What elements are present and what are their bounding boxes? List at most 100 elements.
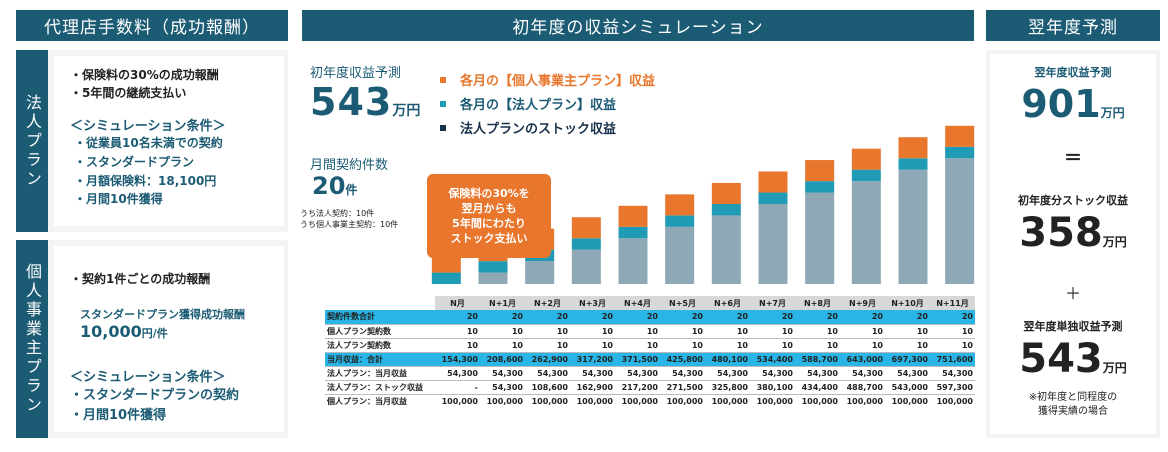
- table-cell: 20: [705, 310, 750, 324]
- bar-corporate-5: [665, 215, 695, 227]
- table-cell: 317,200: [570, 351, 615, 366]
- legend-individual: 各月の【個人事業主プラン】収益: [440, 70, 655, 89]
- bar-corporate-10: [898, 158, 928, 170]
- table-cell: 380,100: [750, 379, 795, 394]
- table-row-label: 当月収益：合計: [325, 351, 435, 366]
- table-header-corner: [325, 296, 435, 310]
- corporate-condition-1: ・従業員10名未満での契約: [74, 136, 223, 150]
- table-row: 個人プラン：当月収益 100,000 100,000 100,000 100,000 10…: [325, 393, 975, 408]
- bar-stock-4: [618, 238, 648, 284]
- corporate-plan-tab: 法人プラン: [16, 50, 48, 232]
- table-row: 契約件数合計 20 20 20 20 20 20 20 20 20 20 20 20: [325, 310, 975, 324]
- table-row-label: 法人プラン：当月収益: [325, 365, 435, 380]
- single-year-value: 543万円: [1019, 336, 1127, 382]
- table-row: 法人プラン：当月収益 54,300 54,300 54,300 54,300 54,300…: [325, 365, 975, 380]
- legend-stock: 法人プランのストック収益: [440, 118, 616, 137]
- corporate-line-2: ・5年間の継続支払い: [70, 86, 187, 100]
- table-cell: 10: [795, 337, 840, 352]
- bar-corporate-8: [805, 181, 835, 193]
- table-cell: 20: [795, 310, 840, 324]
- bar-individual-11: [945, 125, 975, 147]
- legend-individual-icon: [440, 76, 446, 83]
- bar-stock-11: [945, 158, 975, 284]
- individual-line-1: ・契約1件ごとの成功報酬: [70, 272, 211, 286]
- table-cell: 54,300: [615, 365, 660, 380]
- table-cell: 100,000: [480, 393, 525, 408]
- table-cell: 371,500: [615, 351, 660, 366]
- table-cell: 54,300: [480, 379, 525, 394]
- table-cell: 217,200: [615, 379, 660, 394]
- table-cell: 10: [615, 337, 660, 352]
- table-cell: 100,000: [660, 393, 705, 408]
- table-cell: 20: [750, 310, 795, 324]
- table-cell: 208,600: [480, 351, 525, 366]
- table-cell: 54,300: [840, 365, 885, 380]
- bar-individual-9: [851, 148, 881, 170]
- table-cell: 20: [570, 310, 615, 324]
- individual-condition-title: ＜シミュレーション条件＞: [70, 370, 226, 385]
- bar-individual-8: [805, 160, 835, 182]
- legend-corporate-icon: [440, 100, 446, 107]
- table-cell: 10: [570, 323, 615, 338]
- bar-corporate-1: [478, 261, 508, 273]
- commission-header: 代理店手数料（成功報酬）: [16, 10, 288, 41]
- individual-plan-box: [54, 246, 284, 432]
- table-cell: 10: [435, 323, 480, 338]
- table-cell: 100,000: [885, 393, 930, 408]
- individual-condition-2: ・月間10件獲得: [70, 408, 167, 423]
- table-cell: 262,900: [525, 351, 570, 366]
- table-cell: 20: [435, 310, 480, 324]
- table-cell: 534,400: [750, 351, 795, 366]
- bar-stock-1: [478, 272, 508, 284]
- table-cell: 100,000: [570, 393, 615, 408]
- table-cell: 10: [435, 337, 480, 352]
- individual-plan-tab: 個人事業主プラン: [16, 240, 48, 438]
- simulation-table: N月 N+1月 N+2月 N+3月 N+4月 N+5月 N+6月 N+7月 N+8月 N+9月 N+…: [325, 296, 975, 408]
- table-cell: 20: [660, 310, 705, 324]
- bar-corporate-0: [431, 272, 461, 284]
- table-cell: 10: [615, 323, 660, 338]
- corporate-condition-3: ・月額保険料：18,100円: [74, 174, 217, 188]
- table-cell: 54,300: [570, 365, 615, 380]
- table-row-label: 法人プラン：ストック収益: [325, 379, 435, 394]
- table-row: 法人プラン契約数 10 10 10 10 10 10 10 10 10 10 10 10: [325, 337, 975, 352]
- individual-fee-label: スタンダードプラン獲得成功報酬: [80, 308, 245, 321]
- stock-revenue-label: 初年度分ストック収益: [1018, 194, 1128, 207]
- table-header-month: N+8月: [795, 296, 840, 310]
- monthly-contracts-value: 20件: [312, 172, 358, 200]
- bar-corporate-9: [851, 169, 881, 182]
- table-cell: 10: [480, 323, 525, 338]
- bar-stock-8: [805, 192, 835, 284]
- table-header-month: N月: [435, 296, 480, 310]
- note-line-2: 獲得実績の場合: [1038, 406, 1108, 417]
- bar-corporate-4: [618, 226, 648, 239]
- table-cell: 434,400: [795, 379, 840, 394]
- table-cell: 54,300: [705, 365, 750, 380]
- table-cell: 271,500: [660, 379, 705, 394]
- table-cell: 10: [930, 323, 975, 338]
- table-header-month: N+11月: [930, 296, 975, 310]
- table-cell: 10: [840, 337, 885, 352]
- table-cell: 20: [930, 310, 975, 324]
- table-cell: 154,300: [435, 351, 480, 366]
- table-header-month: N+7月: [750, 296, 795, 310]
- bar-stock-5: [665, 226, 695, 284]
- stock-payment-callout: 保険料の30%を 翌月からも 5年間にわたり ストック支払い: [427, 174, 551, 258]
- table-cell: 100,000: [840, 393, 885, 408]
- table-cell: 10: [525, 323, 570, 338]
- corporate-condition-2: ・スタンダードプラン: [74, 155, 195, 169]
- table-row-label: 契約件数合計: [325, 310, 435, 324]
- table-header-month: N+9月: [840, 296, 885, 310]
- table-row: 個人プラン契約数 10 10 10 10 10 10 10 10 10 10 10 10: [325, 323, 975, 338]
- bar-corporate-3: [571, 238, 601, 250]
- corporate-plan-box: [54, 56, 284, 226]
- bar-stock-10: [898, 169, 928, 284]
- table-header-month: N+10月: [885, 296, 930, 310]
- bar-individual-7: [758, 171, 788, 193]
- bar-individual-4: [618, 205, 648, 227]
- table-cell: 751,600: [930, 351, 975, 366]
- table-cell: 20: [840, 310, 885, 324]
- next-year-box: [990, 54, 1156, 434]
- individual-fee-value: 10,000円/件: [80, 322, 168, 341]
- table-cell: 588,700: [795, 351, 840, 366]
